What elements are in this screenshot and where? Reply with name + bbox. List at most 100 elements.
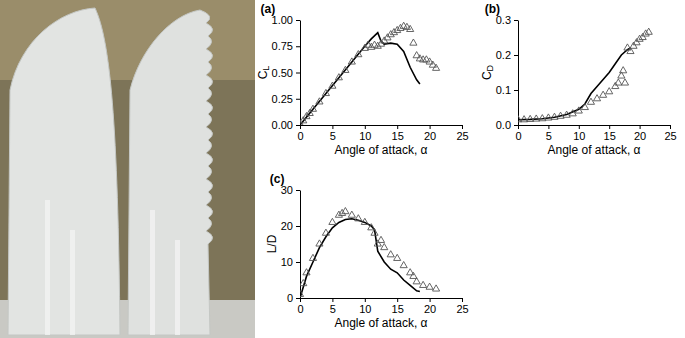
marker [355, 215, 362, 221]
wing-model-smooth [8, 8, 120, 335]
x-tick-label: 25 [664, 130, 676, 142]
x-axis: 0 5 10 15 20 25 [297, 125, 468, 142]
y-tick-label: 0.2 [496, 49, 511, 61]
marker [355, 51, 362, 57]
marker [309, 105, 316, 111]
y-tick: 0.1 [496, 84, 518, 96]
x-tick-label: 20 [424, 303, 436, 315]
y-tick-label: 0.0 [496, 119, 511, 131]
y-tick: 0.0 [496, 119, 518, 131]
marker [309, 254, 316, 260]
y-tick-mark [296, 46, 300, 47]
marker [645, 28, 652, 34]
x-tick: 25 [456, 125, 468, 142]
x-tick: 10 [359, 298, 371, 315]
panel: 05101520250.00.10.20.3Angle of attack, α… [480, 2, 677, 157]
mount-rod [175, 240, 180, 335]
y-tick: 1.00 [272, 14, 300, 26]
wing-model-tubercles [128, 10, 213, 335]
marker [413, 278, 420, 284]
label-subscript: D [485, 64, 495, 71]
x-tick: 10 [359, 125, 371, 142]
marker [348, 58, 355, 64]
x-tick: 5 [330, 125, 336, 142]
y-tick-mark [514, 55, 518, 56]
y-tick: 20 [281, 220, 300, 232]
x-tick: 0 [297, 298, 303, 315]
x-tick-label: 0 [515, 130, 521, 142]
mount-rod [70, 230, 75, 335]
y-tick-label: 0.50 [272, 67, 293, 79]
y-tick-label: 10 [281, 256, 293, 268]
x-tick-label: 15 [604, 130, 616, 142]
x-tick: 0 [297, 125, 303, 142]
x-tick-mark [430, 298, 431, 302]
x-tick: 20 [634, 125, 646, 142]
y-axis-line [300, 21, 301, 126]
marker [621, 79, 628, 85]
x-tick: 20 [424, 298, 436, 315]
x-tick-mark [609, 125, 610, 129]
mount-rod [45, 200, 50, 335]
x-axis-title: Angle of attack, α [335, 143, 428, 157]
y-axis: 0102030 [281, 184, 301, 304]
y-tick-mark [514, 90, 518, 91]
y-tick-label: 0.25 [272, 93, 293, 105]
marker [348, 211, 355, 217]
plot-area [518, 28, 652, 122]
marker [300, 279, 307, 285]
y-tick-mark [514, 20, 518, 21]
marker [316, 98, 323, 104]
x-tick-label: 20 [424, 130, 436, 142]
marker [394, 254, 401, 260]
y-tick-mark [514, 125, 518, 126]
x-tick: 0 [515, 125, 521, 142]
panel-letter: (b) [485, 2, 500, 16]
y-tick: 10 [281, 256, 300, 268]
x-tick-label: 10 [359, 130, 371, 142]
x-tick: 15 [392, 125, 404, 142]
y-tick-mark [296, 125, 300, 126]
y-axis-line [300, 191, 301, 299]
plot-area [300, 22, 440, 125]
x-axis-line [519, 125, 671, 126]
marker [300, 290, 304, 296]
x-tick-label: 20 [634, 130, 646, 142]
y-tick-mark [296, 73, 300, 74]
x-tick-label: 0 [297, 130, 303, 142]
x-tick-mark [548, 125, 549, 129]
y-tick-label: 0.1 [496, 84, 511, 96]
y-tick: 0.50 [272, 67, 300, 79]
photo-background [0, 0, 255, 338]
marker [361, 218, 368, 224]
x-tick-mark [579, 125, 580, 129]
x-axis-line [301, 125, 463, 126]
y-tick: 0.2 [496, 49, 518, 61]
marker [377, 236, 384, 242]
y-axis-title: CD [480, 64, 496, 80]
x-tick-mark [397, 298, 398, 302]
y-tick: 0.75 [272, 40, 300, 52]
y-tick: 0 [287, 292, 300, 304]
marker [615, 79, 622, 85]
y-axis-line [518, 21, 519, 126]
marker [563, 111, 570, 117]
photo [0, 0, 255, 338]
x-axis-title: Angle of attack, α [335, 316, 428, 330]
panel-letter: (c) [270, 172, 285, 186]
x-tick: 15 [604, 125, 616, 142]
x-tick-mark [462, 298, 463, 302]
y-axis-title: L/D [265, 234, 279, 253]
mount-rod [150, 210, 155, 335]
x-tick: 20 [424, 125, 436, 142]
marker [329, 218, 336, 224]
x-tick: 10 [573, 125, 585, 142]
marker [381, 243, 388, 249]
x-tick-label: 10 [359, 303, 371, 315]
label-main: C [256, 70, 270, 79]
x-tick-label: 10 [573, 130, 585, 142]
marker [342, 207, 349, 213]
marker [426, 283, 433, 289]
x-tick: 5 [330, 298, 336, 315]
marker [322, 229, 329, 235]
